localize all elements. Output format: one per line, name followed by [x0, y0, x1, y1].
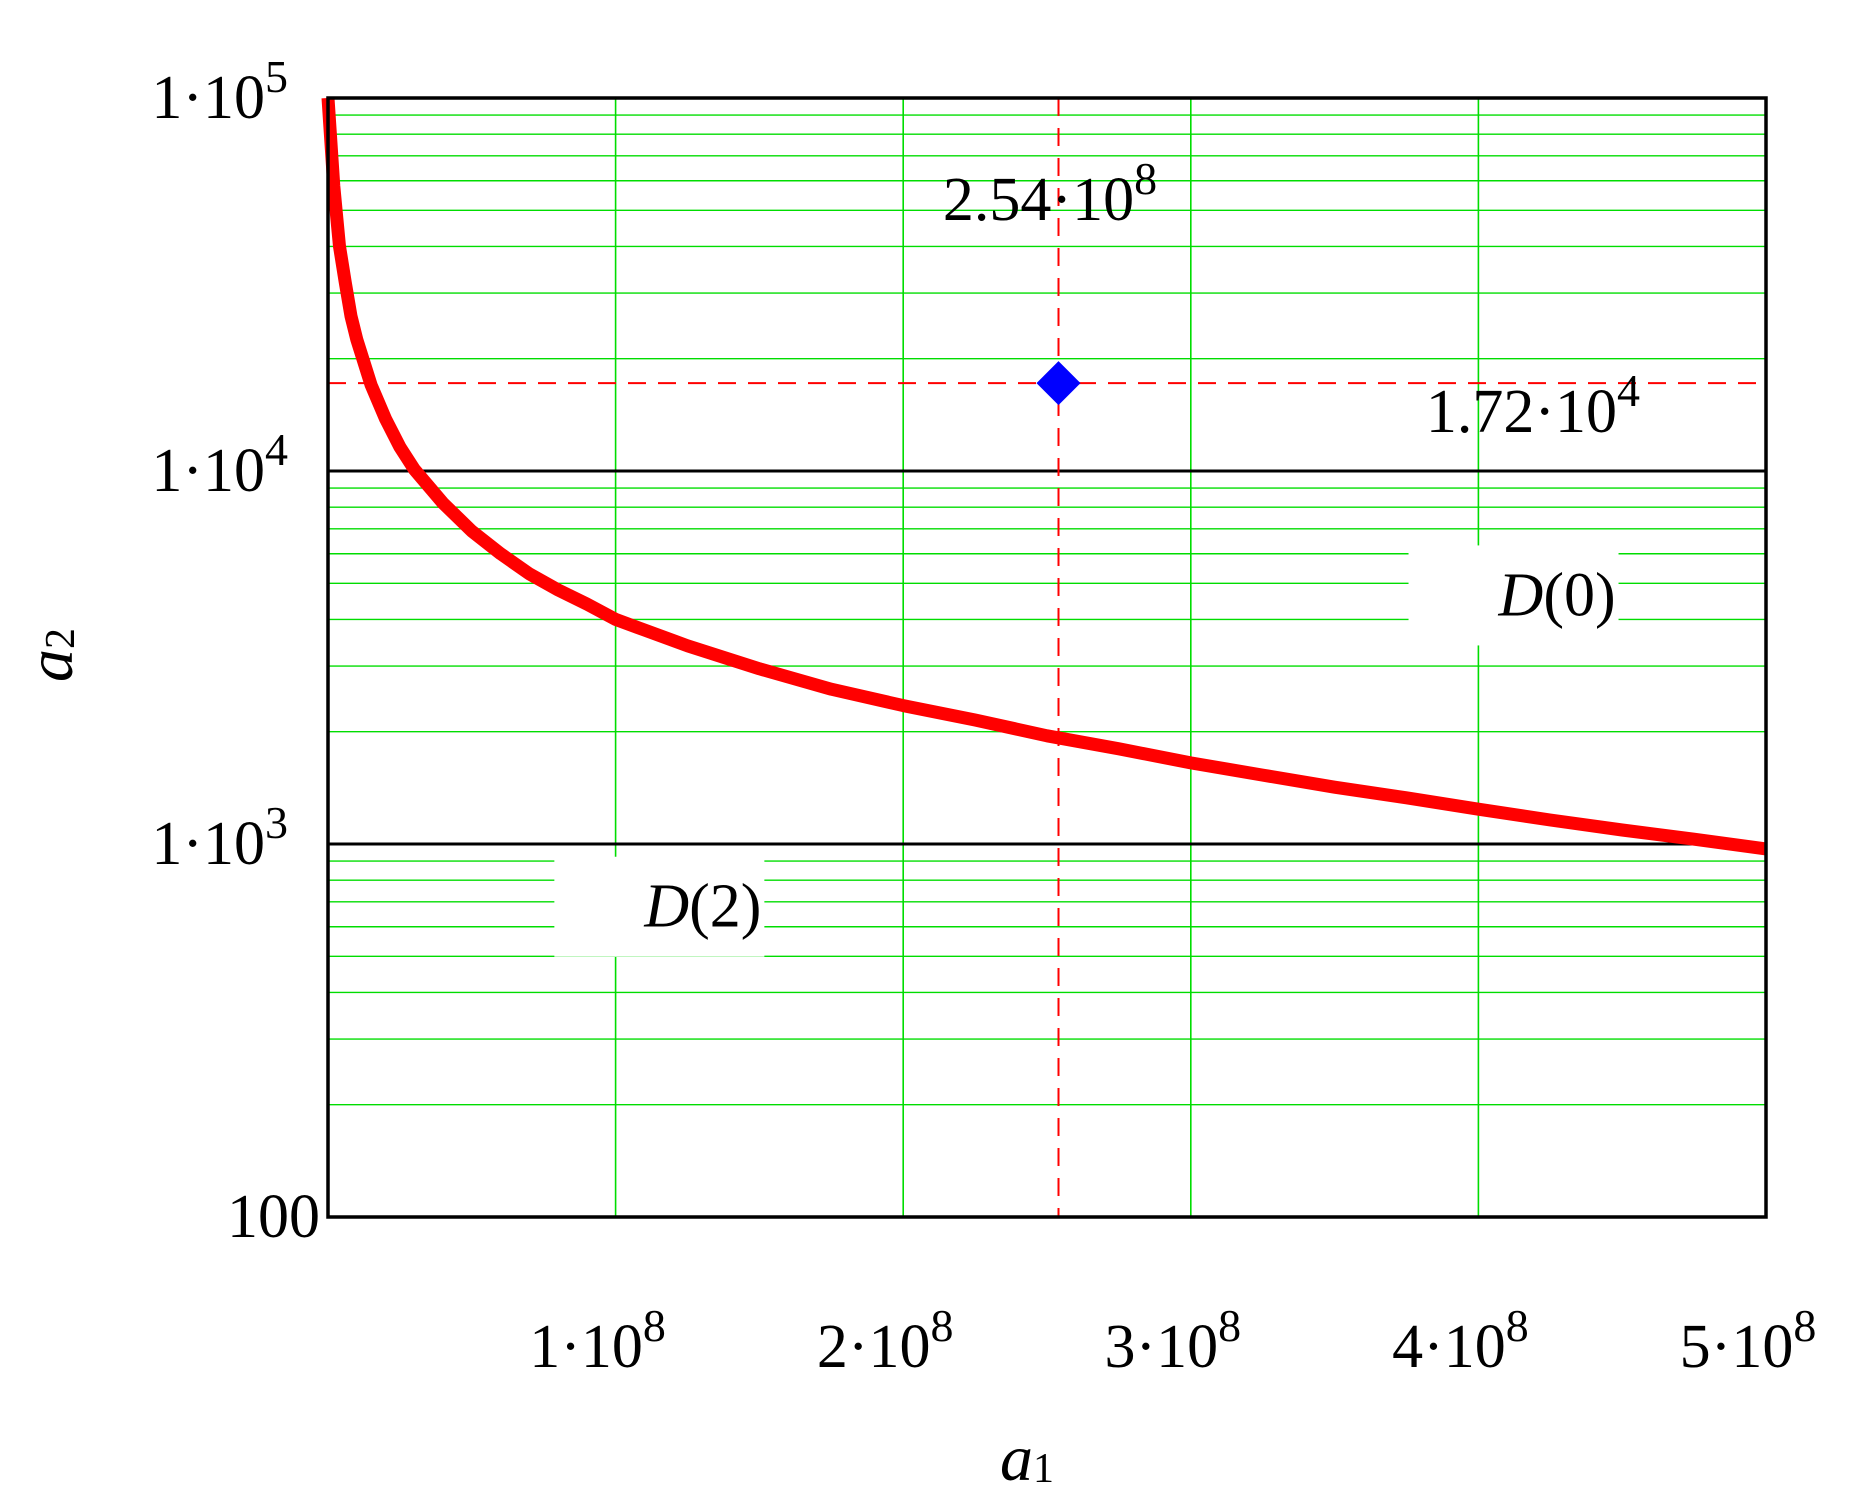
- x-tick-label: 1·108: [529, 1300, 666, 1381]
- region-label: D(2): [643, 873, 761, 941]
- region-label-background: [1408, 545, 1619, 646]
- y-value-annotation: 1.72·104: [1426, 365, 1640, 446]
- marked-point: [1036, 361, 1081, 406]
- reference-lines: [328, 98, 1766, 1217]
- x-axis-title: a1: [1000, 1422, 1054, 1495]
- horizontal-lines: [328, 469, 1766, 846]
- axis-titles: a1 a2: [14, 628, 1054, 1495]
- y-tick-labels: 100 1·103 1·104 1·105: [151, 51, 320, 1251]
- y-tick-label: 1·104: [151, 424, 288, 505]
- region-labels: D(0) D(2): [554, 545, 1619, 957]
- curve: [321, 97, 1767, 856]
- region-label-background: [554, 856, 765, 957]
- x-tick-label: 5·108: [1680, 1300, 1817, 1381]
- annotations: 2.54·108 1.72·104: [943, 153, 1640, 446]
- x-tick-label: 4·108: [1392, 1300, 1529, 1381]
- x-tick-label: 2·108: [817, 1300, 954, 1381]
- y-axis-title: a2: [14, 628, 87, 682]
- x-value-annotation: 2.54·108: [943, 153, 1157, 234]
- region-label: D(0): [1498, 561, 1616, 629]
- y-tick-label: 100: [227, 1183, 320, 1251]
- x-tick-labels: 1·108 2·108 3·108 4·108 5·108: [529, 1300, 1816, 1381]
- y-tick-label: 1·103: [151, 797, 288, 878]
- plot-frame: [326, 96, 1768, 1219]
- y-tick-label: 1·105: [151, 51, 288, 132]
- x-tick-label: 3·108: [1104, 1300, 1241, 1381]
- data-point: [1036, 361, 1081, 406]
- series-line: [321, 97, 1767, 856]
